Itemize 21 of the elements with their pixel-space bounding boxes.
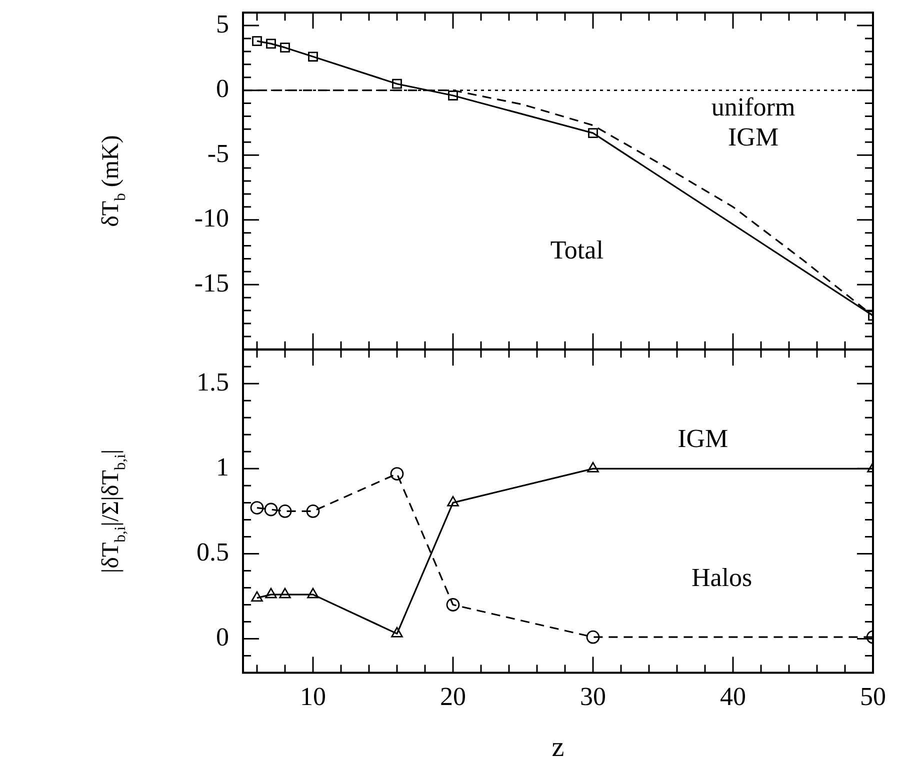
y-axis-title: δTb (mK) [98,136,130,228]
y-tick-label: 0 [216,622,229,652]
x-tick-label: 50 [860,682,886,712]
x-tick-label: 10 [300,682,326,712]
y-tick-label: -5 [207,139,229,168]
annotation: IGM [678,424,728,454]
annotation: uniform IGM [711,92,796,152]
annotation: Total [550,236,604,265]
y-tick-label: -10 [194,204,229,234]
y-tick-label: 0.5 [196,538,229,567]
y-axis-title: |δTb,i|/Σ|δTb,i| [98,449,130,574]
x-axis-title: z [552,732,564,764]
y-tick-label: 1.5 [196,368,229,397]
y-tick-label: 0 [216,74,229,104]
y-tick-label: 5 [216,10,229,39]
x-tick-label: 20 [440,682,466,712]
y-tick-label: -15 [194,268,229,298]
x-tick-label: 40 [720,682,746,712]
x-tick-label: 30 [580,682,606,712]
annotation: Halos [691,563,752,592]
y-tick-label: 1 [216,452,229,482]
